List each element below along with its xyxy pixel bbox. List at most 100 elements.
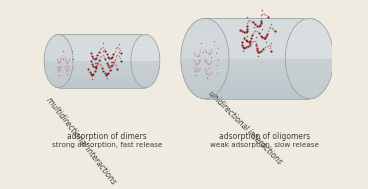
Bar (49, 40, 68, 41)
Bar (59, 61, 145, 62)
Bar (181, 49, 229, 50)
Bar (59, 41, 145, 42)
Bar (47, 44, 70, 45)
Bar (205, 30, 309, 33)
Bar (45, 68, 72, 69)
Bar (132, 50, 159, 52)
Bar (205, 77, 309, 79)
Bar (45, 53, 72, 54)
Text: unidirectional interactions: unidirectional interactions (206, 89, 284, 166)
Bar (132, 69, 159, 70)
Bar (289, 79, 330, 81)
Bar (59, 68, 145, 69)
Bar (183, 43, 227, 45)
Bar (49, 81, 68, 82)
Bar (59, 78, 145, 80)
Bar (205, 43, 309, 45)
Bar (205, 46, 309, 49)
Bar (286, 49, 333, 50)
Bar (286, 67, 333, 69)
Bar (59, 34, 145, 36)
Bar (135, 41, 155, 42)
Bar (294, 89, 325, 91)
Bar (286, 61, 333, 63)
Bar (52, 37, 66, 38)
Bar (205, 33, 309, 34)
Bar (59, 49, 145, 50)
Bar (55, 86, 62, 88)
Bar (44, 62, 73, 64)
Bar (142, 86, 149, 88)
Bar (44, 60, 73, 61)
Bar (59, 45, 145, 46)
Bar (132, 48, 158, 49)
Bar (181, 57, 229, 59)
Bar (287, 71, 332, 73)
Bar (44, 58, 73, 60)
Bar (205, 28, 309, 30)
Bar (184, 39, 226, 40)
Bar (293, 87, 326, 89)
Bar (286, 46, 333, 49)
Bar (293, 28, 326, 30)
Bar (184, 36, 226, 39)
Bar (182, 45, 228, 46)
Text: multidirectional interactions: multidirectional interactions (44, 96, 117, 186)
Bar (59, 38, 145, 40)
Bar (182, 71, 228, 73)
Bar (138, 37, 152, 38)
Bar (205, 20, 309, 22)
Bar (59, 48, 145, 49)
Bar (304, 97, 315, 99)
Bar (134, 44, 157, 45)
Bar (59, 54, 145, 56)
Bar (131, 60, 160, 61)
Bar (59, 40, 145, 41)
Bar (205, 18, 309, 20)
Bar (46, 48, 71, 49)
Bar (191, 24, 219, 26)
Bar (50, 38, 67, 40)
Bar (205, 95, 309, 97)
Bar (205, 39, 309, 40)
Bar (47, 77, 70, 78)
Bar (286, 50, 333, 53)
Bar (46, 49, 72, 50)
Bar (205, 63, 309, 65)
Bar (47, 76, 70, 77)
Bar (46, 73, 71, 74)
Bar (45, 70, 72, 72)
Bar (59, 44, 145, 45)
Bar (137, 38, 153, 40)
Bar (298, 93, 321, 95)
Bar (59, 70, 145, 72)
Bar (184, 77, 226, 79)
Bar (196, 95, 214, 97)
Bar (294, 26, 325, 28)
Bar (193, 93, 217, 95)
Bar (181, 55, 229, 57)
Bar (205, 24, 309, 26)
Bar (45, 54, 72, 56)
Bar (205, 91, 309, 93)
Bar (296, 24, 323, 26)
Bar (140, 36, 151, 37)
Bar (131, 53, 159, 54)
Bar (205, 55, 309, 57)
Bar (205, 71, 309, 73)
Bar (205, 26, 309, 28)
Bar (205, 57, 309, 59)
Bar (59, 42, 145, 44)
Bar (205, 50, 309, 53)
Bar (181, 59, 229, 61)
Bar (181, 67, 229, 69)
Bar (205, 73, 309, 75)
Bar (304, 18, 315, 20)
Bar (140, 85, 151, 86)
Bar (44, 56, 73, 57)
Bar (59, 82, 145, 84)
Bar (52, 84, 66, 85)
Bar (59, 60, 145, 61)
Bar (137, 82, 153, 84)
Bar (132, 70, 159, 72)
